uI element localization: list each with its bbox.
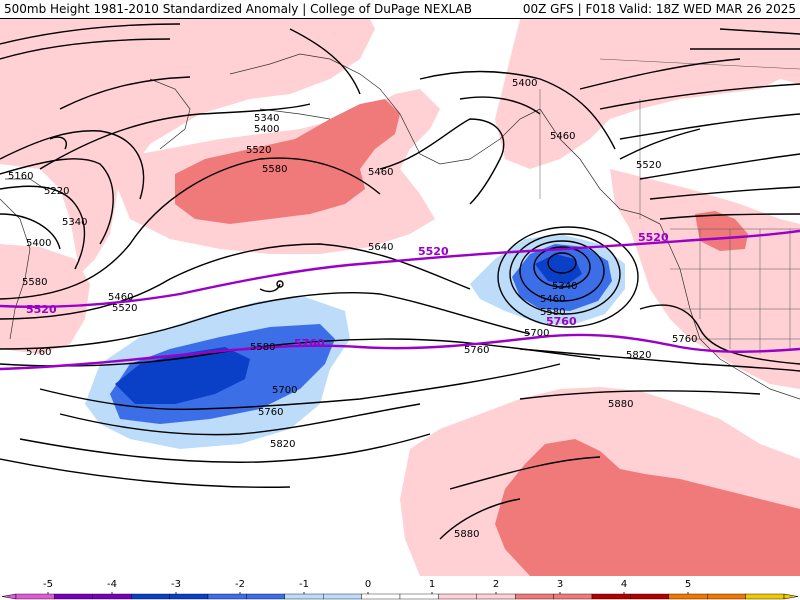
height-label: 5580 [262, 164, 287, 175]
height-label: 5640 [368, 242, 393, 253]
height-label: 5760 [258, 407, 283, 418]
colorbar-segment [169, 593, 209, 600]
contour-labels: 5160 5220 5340 5400 5580 5460 5520 5760 … [8, 78, 697, 540]
colorbar-tick-label: -5 [43, 579, 53, 590]
colorbar-segment [399, 593, 439, 600]
height-label: 5460 [540, 294, 565, 305]
height-label: 5700 [272, 385, 297, 396]
height-label: 5580 [22, 277, 47, 288]
colorbar-segment [246, 593, 285, 600]
height-label: 5760 [26, 347, 51, 358]
height-contours [0, 23, 800, 540]
colorbar-segment [745, 593, 785, 600]
colorbar-segment [92, 593, 132, 600]
height-label: 5880 [608, 399, 633, 410]
colorbar-segment [707, 593, 746, 600]
positive-anomaly-2sd [175, 99, 800, 576]
height-label: 5760 [464, 345, 489, 356]
colorbar-segment [323, 593, 362, 600]
header-bar: 500mb Height 1981-2010 Standardized Anom… [0, 0, 800, 19]
colorbar-tick-label: -1 [299, 579, 309, 590]
height-label: 5460 [550, 131, 575, 142]
anomaly-map: 5160 5220 5340 5400 5580 5460 5520 5760 … [0, 19, 800, 576]
colorbar-ticks: -5 -4 -3 -2 -1 0 1 2 3 4 5 [43, 579, 691, 594]
height-label: 5520 [112, 303, 137, 314]
colorbar-segments [1, 593, 799, 600]
colorbar-segment [476, 593, 516, 600]
height-label: 5460 [108, 292, 133, 303]
colorbar-segment [284, 593, 324, 600]
height-label: 5160 [8, 171, 33, 182]
model-run-label: 00Z GFS | F018 Valid: 18Z WED MAR 26 202… [522, 2, 796, 16]
colorbar-segment [591, 593, 631, 600]
colorbar-segment [130, 593, 170, 600]
height-label: 5820 [626, 350, 651, 361]
coastlines [0, 53, 800, 400]
height-label: 5400 [512, 78, 537, 89]
colorbar-segment [553, 593, 593, 600]
colorbar-segment [54, 593, 94, 600]
colorbar-tick-label: 1 [429, 579, 435, 590]
colorbar: -5 -4 -3 -2 -1 0 1 2 3 4 5 [0, 576, 800, 600]
highlight-contour-label: 5760 [546, 315, 577, 328]
colorbar-tick-label: -2 [235, 579, 245, 590]
colorbar-tick-label: -3 [171, 579, 181, 590]
height-label: 5880 [454, 529, 479, 540]
colorbar-tick-label: 5 [685, 579, 691, 590]
height-label: 5760 [672, 334, 697, 345]
colorbar-segment [515, 593, 554, 600]
colorbar-segment [361, 593, 401, 600]
colorbar-tick-label: 3 [557, 579, 563, 590]
height-label: 5700 [524, 328, 549, 339]
highlight-contour-label: 5520 [418, 245, 449, 258]
height-label: 5340 [254, 113, 279, 124]
colorbar-segment [668, 593, 708, 600]
height-label: 5340 [62, 217, 87, 228]
height-label: 5580 [250, 342, 275, 353]
negative-anomaly-3sd [115, 254, 582, 404]
height-label: 5520 [636, 160, 661, 171]
colorbar-segment [630, 593, 670, 600]
highlight-contours [0, 229, 800, 371]
colorbar-segment [207, 593, 247, 600]
height-label: 5520 [246, 145, 271, 156]
colorbar-tick-label: 4 [621, 579, 627, 590]
height-label: 5400 [254, 124, 279, 135]
height-label: 5220 [44, 186, 69, 197]
colorbar-segment [438, 593, 477, 600]
height-label: 5580 [540, 307, 565, 318]
height-label: 5820 [270, 439, 295, 450]
colorbar-tick-label: 2 [493, 579, 499, 590]
colorbar-tick-label: -4 [107, 579, 117, 590]
height-label: 5400 [26, 238, 51, 249]
colorbar-segment [15, 593, 55, 600]
highlight-contour-label: 5760 [294, 337, 325, 350]
colorbar-right-arrow [783, 593, 799, 600]
map-title: 500mb Height 1981-2010 Standardized Anom… [4, 2, 472, 16]
highlight-contour-label: 5520 [638, 231, 669, 244]
highlight-contour-label: 5520 [26, 303, 57, 316]
height-label: 5460 [368, 167, 393, 178]
colorbar-tick-label: 0 [365, 579, 371, 590]
height-label: 5340 [552, 281, 577, 292]
